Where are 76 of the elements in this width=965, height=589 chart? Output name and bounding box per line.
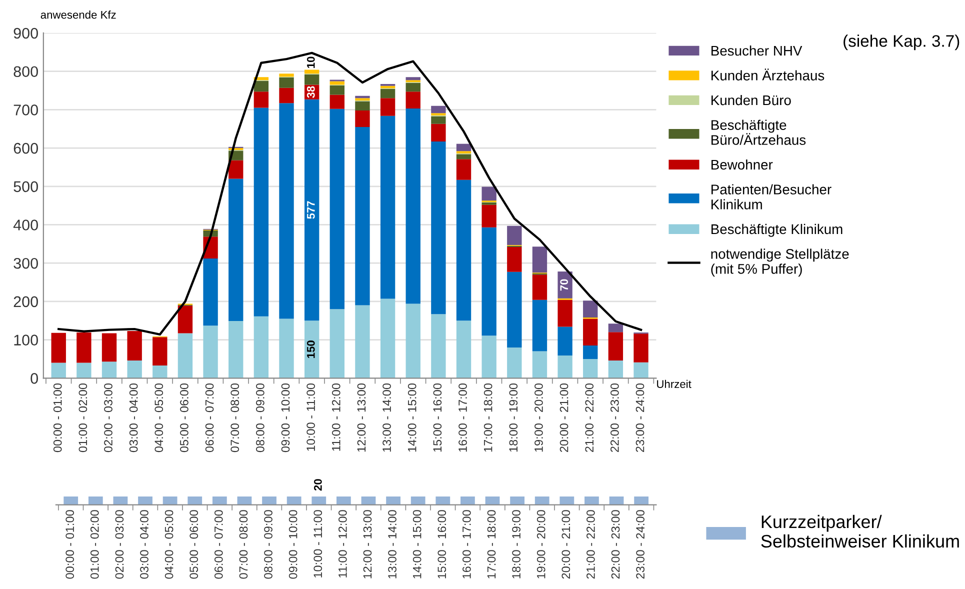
x-tick-label: 21:00 - 22:00: [586, 510, 595, 579]
x-tick-label: 22:00 - 23:00: [610, 383, 619, 452]
y-tick-label: 500: [14, 181, 38, 192]
x-tick-label: 03:00 - 04:00: [140, 510, 148, 579]
x-tick-label: 15:00 - 16:00: [433, 383, 442, 452]
legend-label: Kunden Ärztehaus: [712, 68, 824, 80]
y-tick-label: 200: [14, 296, 38, 308]
x-tick-label: 16:00 - 17:00: [462, 510, 471, 578]
x-tick-label: 08:00 - 09:00: [256, 383, 264, 452]
x-tick-label: 07:00 - 08:00: [239, 510, 248, 579]
y-tick-label: 800: [14, 66, 38, 78]
x-tick-label: 10:00 - 11:00: [314, 510, 322, 578]
x-tick-label: 17:00 - 18:00: [487, 510, 496, 578]
x-tick-label: 01:00 - 02:00: [90, 510, 99, 579]
x-tick-label: 20:00 - 21:00: [562, 510, 570, 579]
x-tick-label: 08:00 - 09:00: [264, 510, 272, 579]
x-tick-label: 16:00 - 17:00: [458, 383, 467, 452]
x-tick-label: 06:00 - 07:00: [214, 510, 223, 579]
x-tick-label: 04:00 - 05:00: [154, 383, 164, 452]
y-tick-label: 0: [30, 373, 38, 384]
x-tick-label: 23:00 - 24:00: [636, 383, 644, 452]
x-tick-label: 13:00 - 14:00: [382, 383, 391, 452]
y-tick-label: 400: [13, 220, 38, 230]
x-tick-label: 10:00 - 11:00: [306, 383, 315, 451]
x-tick-label: 06:00 - 07:00: [205, 383, 214, 452]
x-tick-label: 14:00 - 15:00: [408, 383, 416, 452]
x-axis-title: Uhrzeit: [657, 380, 692, 388]
x-tick-label: 09:00 - 10:00: [281, 383, 290, 452]
x-tick-label: 04:00 - 05:00: [164, 510, 174, 579]
legend-label: Kunden Büro: [712, 94, 791, 106]
x-tick-label: 00:00 - 01:00: [53, 383, 62, 452]
x-tick-label: 14:00 - 15:00: [412, 510, 422, 578]
x-tick-label: 01:00 - 02:00: [78, 383, 88, 452]
text: (siehe Kap. 3.7): [844, 34, 960, 50]
x-tick-label: 17:00 - 18:00: [484, 383, 492, 452]
x-tick-label: 07:00 - 08:00: [230, 383, 240, 452]
data-label: 577: [307, 201, 315, 219]
x-tick-label: 11:00 - 12:00: [338, 510, 347, 578]
data-label: 20: [314, 479, 322, 491]
legend-label: Kurzzeitparker/ Selbsteinweiser Klinikum: [761, 514, 959, 548]
x-tick-label: 02:00 - 03:00: [115, 510, 124, 579]
y-tick-label: 700: [14, 104, 38, 116]
x-tick-label: 22:00 - 23:00: [611, 510, 620, 579]
x-tick-label: 23:00 - 24:00: [636, 510, 644, 579]
y-tick-label: 600: [14, 142, 38, 154]
x-tick-label: 03:00 - 04:00: [129, 383, 138, 452]
legend-label: Beschäftigte Klinikum: [712, 224, 842, 237]
x-tick-label: 18:00 - 19:00: [512, 510, 520, 578]
data-label: 150: [306, 340, 315, 358]
x-tick-label: 19:00 - 20:00: [536, 510, 546, 578]
x-tick-label: 21:00 - 22:00: [585, 383, 594, 452]
y-axis-title: anwesende Kfz: [40, 10, 116, 19]
y-tick-label: 100: [14, 334, 38, 346]
legend-label: Beschäftigte Büro/Ärtzehaus: [712, 120, 806, 145]
x-tick-label: 02:00 - 03:00: [104, 383, 112, 452]
data-label: 38: [306, 86, 315, 98]
x-tick-label: 18:00 - 19:00: [509, 383, 518, 452]
x-tick-label: 13:00 - 14:00: [388, 510, 396, 578]
data-label: 10: [306, 56, 315, 68]
legend-label: Besucher NHV: [712, 45, 802, 56]
legend-label: notwendige Stellplätze (mit 5% Puffer): [711, 248, 849, 277]
y-tick-label: 900: [14, 28, 38, 39]
x-tick-label: 12:00 - 13:00: [357, 383, 366, 452]
y-tick-label: 300: [14, 258, 38, 269]
x-tick-label: 19:00 - 20:00: [534, 383, 543, 452]
x-tick-label: 05:00 - 06:00: [190, 510, 198, 579]
data-label: 70: [560, 279, 568, 291]
x-tick-label: 12:00 - 13:00: [363, 510, 372, 578]
legend-label: Bewohner: [712, 159, 773, 170]
x-tick-label: 05:00 - 06:00: [180, 383, 188, 452]
x-tick-label: 09:00 - 10:00: [288, 510, 298, 579]
legend-label: Patienten/Besucher Klinikum: [712, 184, 832, 210]
x-tick-label: 00:00 - 01:00: [66, 510, 74, 579]
x-tick-label: 20:00 - 21:00: [560, 383, 568, 452]
x-tick-label: 11:00 - 12:00: [332, 383, 340, 451]
x-tick-label: 15:00 - 16:00: [438, 510, 446, 578]
